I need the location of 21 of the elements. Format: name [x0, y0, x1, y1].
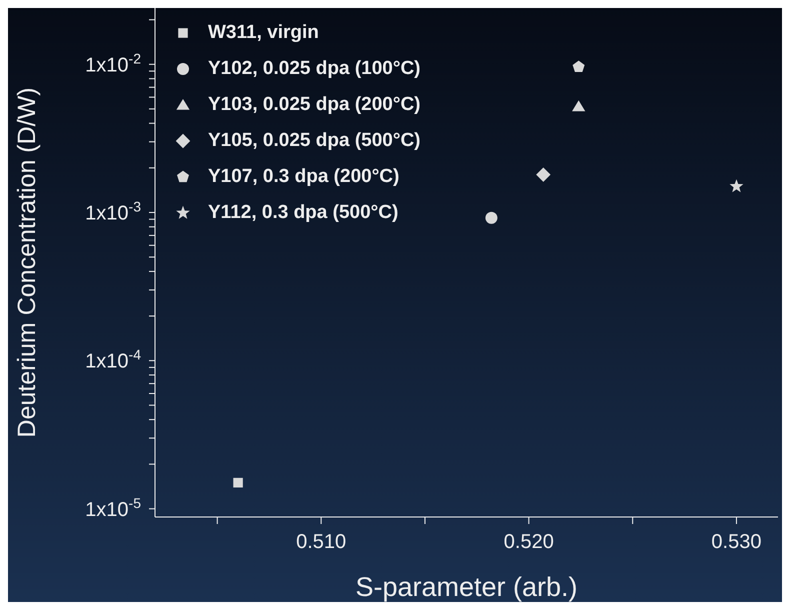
x-tick-label: 0.510 — [296, 531, 346, 553]
y-tick-label: 1x10$^{-3}$ — [85, 198, 142, 224]
legend-label: Y107, 0.3 dpa (200°C) — [208, 165, 400, 189]
point — [572, 100, 586, 112]
x-tick-label: 0.530 — [711, 531, 762, 553]
y-tick-label: 1x10$^{-5}$ — [85, 494, 142, 521]
point — [233, 478, 243, 488]
y-axis-title: Deuterium Concentration (D/W) — [12, 87, 41, 438]
legend-label: Y103, 0.025 dpa (200°C) — [208, 93, 420, 117]
legend-label: Y102, 0.025 dpa (100°C) — [208, 57, 420, 81]
point — [485, 212, 498, 224]
y-tick-label: 1x10$^{-4}$ — [85, 346, 142, 373]
legend-label: Y105, 0.025 dpa (500°C) — [208, 129, 420, 153]
point — [536, 167, 551, 182]
legend-label: W311, virgin — [208, 21, 319, 45]
point — [730, 179, 744, 192]
y-tick-label: 1x10$^{-2}$ — [85, 50, 142, 76]
legend-label: Y112, 0.3 dpa (500°C) — [208, 201, 398, 225]
point — [572, 60, 585, 72]
x-tick-label: 0.520 — [504, 531, 554, 553]
x-axis-title: S-parameter (arb.) — [355, 572, 578, 602]
